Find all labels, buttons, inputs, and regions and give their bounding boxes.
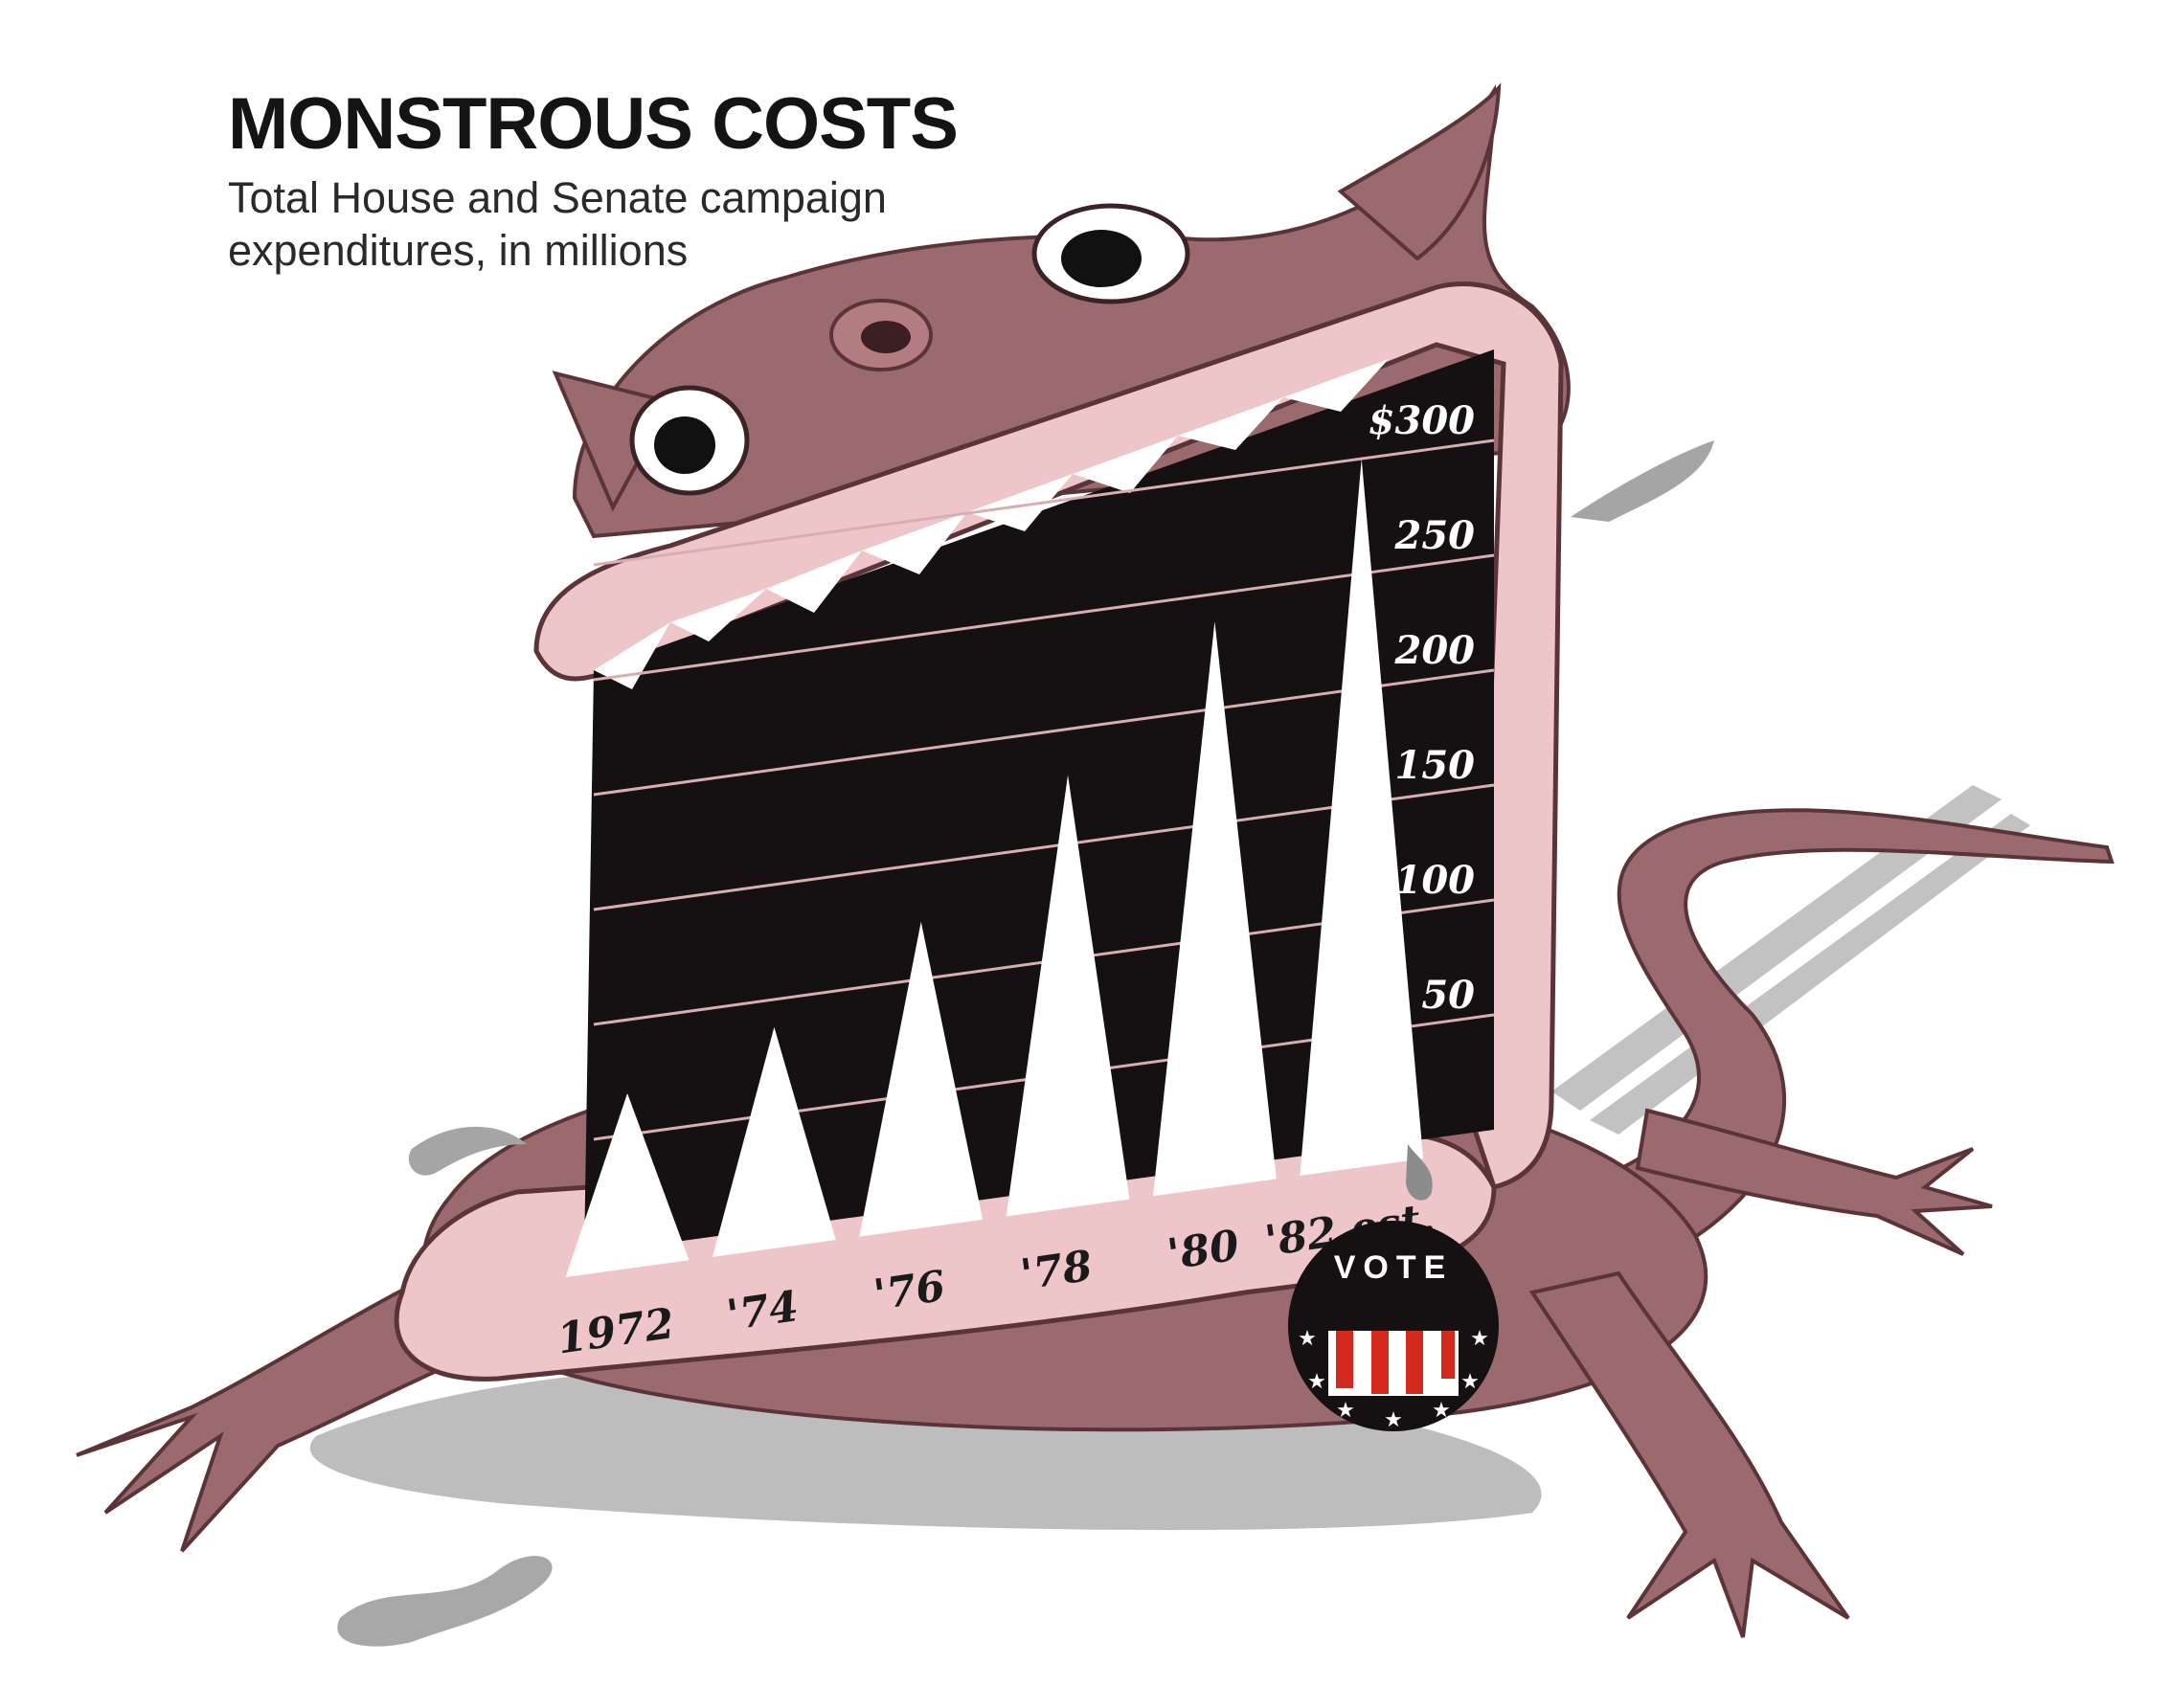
title-block: MONSTROUS COSTS Total House and Senate c… — [228, 83, 959, 278]
monster-right-arm — [1635, 1108, 1993, 1256]
mouth-interior — [584, 349, 1494, 1254]
chart-title: MONSTROUS COSTS — [228, 83, 959, 165]
x-tick-label: '80 — [1165, 1221, 1242, 1279]
svg-text:★: ★ — [1470, 1327, 1489, 1351]
data-tooth — [565, 1092, 690, 1278]
money-drips — [408, 440, 1714, 1201]
gridline — [593, 438, 1495, 567]
vote-badge: VOTE ★ ★ ★ ★ ★ ★ ★ — [1288, 1221, 1499, 1432]
x-tick-label: '76 — [871, 1262, 948, 1320]
data-tooth — [859, 921, 984, 1237]
svg-text:★: ★ — [1298, 1327, 1317, 1351]
svg-text:★: ★ — [1336, 1399, 1355, 1423]
monster-right-leg — [1528, 1270, 1850, 1638]
badge-vote-text: VOTE — [1334, 1249, 1454, 1286]
data-tooth — [1300, 459, 1424, 1177]
svg-text:★: ★ — [1460, 1370, 1480, 1394]
monster-right-ear — [1337, 82, 1502, 261]
monster-tail — [1414, 808, 2115, 1295]
y-tick-label: 200 — [1394, 628, 1476, 673]
data-tooth — [713, 1026, 836, 1257]
data-teeth — [565, 459, 1424, 1278]
upper-teeth — [594, 359, 1389, 689]
y-tick-label: 150 — [1395, 743, 1476, 788]
data-tooth — [1006, 775, 1130, 1217]
svg-text:★: ★ — [1307, 1370, 1326, 1394]
y-tick-label: 50 — [1421, 973, 1475, 1018]
monster-eyes — [629, 203, 1190, 496]
y-axis-ticks: $300 250 200 150 100 50 — [1369, 398, 1475, 1018]
y-tick-label: 250 — [1394, 513, 1476, 558]
y-tick-label: 100 — [1395, 858, 1476, 903]
x-tick-label: '78 — [1018, 1242, 1096, 1300]
gridline — [593, 553, 1495, 682]
badge-stars: ★ ★ ★ ★ ★ ★ ★ — [1298, 1327, 1489, 1432]
svg-text:★: ★ — [1432, 1399, 1451, 1423]
x-tick-label: '74 — [724, 1282, 802, 1340]
data-tooth — [1153, 621, 1277, 1197]
svg-text:★: ★ — [1384, 1408, 1403, 1432]
y-tick-label: $300 — [1369, 398, 1475, 443]
badge-stripes — [1336, 1331, 1455, 1394]
chart-subtitle: Total House and Senate campaign expendit… — [228, 173, 887, 275]
